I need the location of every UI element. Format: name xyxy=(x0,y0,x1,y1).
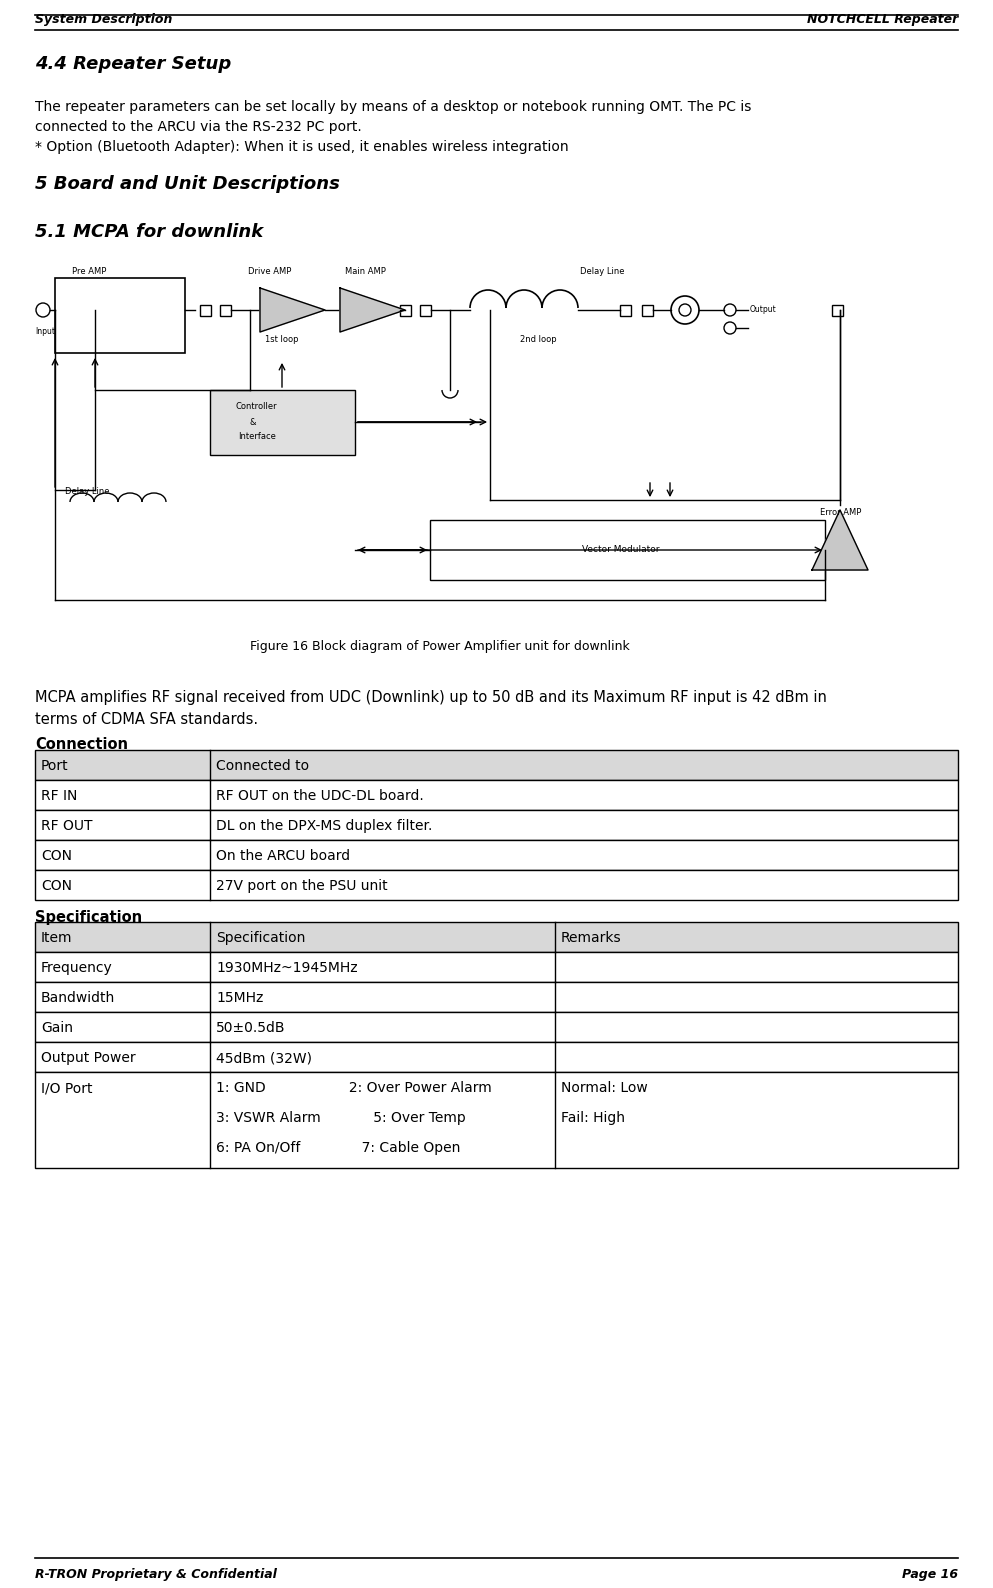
Polygon shape xyxy=(260,287,325,332)
Text: RF OUT on the UDC-DL board.: RF OUT on the UDC-DL board. xyxy=(216,789,424,804)
Bar xyxy=(832,305,843,316)
Text: Vector Modulator: Vector Modulator xyxy=(582,545,659,554)
Text: I/O Port: I/O Port xyxy=(41,1081,92,1096)
Text: &: & xyxy=(250,418,256,427)
Text: Item: Item xyxy=(41,931,72,945)
Text: 1930MHz~1945MHz: 1930MHz~1945MHz xyxy=(216,961,357,975)
Text: On the ARCU board: On the ARCU board xyxy=(216,850,351,862)
Bar xyxy=(35,923,958,951)
Text: Input: Input xyxy=(35,327,55,337)
Text: CON: CON xyxy=(41,880,72,892)
Text: 5.1 MCPA for downlink: 5.1 MCPA for downlink xyxy=(35,222,263,241)
Polygon shape xyxy=(340,287,405,332)
Bar xyxy=(35,810,958,840)
Text: Frequency: Frequency xyxy=(41,961,113,975)
Bar xyxy=(35,981,958,1012)
Text: 27V port on the PSU unit: 27V port on the PSU unit xyxy=(216,880,387,892)
Text: 1: GND                   2: Over Power Alarm: 1: GND 2: Over Power Alarm xyxy=(216,1081,492,1096)
Text: DL on the DPX-MS duplex filter.: DL on the DPX-MS duplex filter. xyxy=(216,819,432,834)
Bar xyxy=(430,519,825,580)
Text: Connection: Connection xyxy=(35,737,128,753)
Text: 50±0.5dB: 50±0.5dB xyxy=(216,1021,286,1035)
Bar xyxy=(210,391,355,456)
Text: Gain: Gain xyxy=(41,1021,73,1035)
Text: MCPA amplifies RF signal received from UDC (Downlink) up to 50 dB and its Maximu: MCPA amplifies RF signal received from U… xyxy=(35,691,827,705)
Text: 6: PA On/Off              7: Cable Open: 6: PA On/Off 7: Cable Open xyxy=(216,1142,461,1154)
Text: Pre AMP: Pre AMP xyxy=(72,267,106,276)
Text: * Option (Bluetooth Adapter): When it is used, it enables wireless integration: * Option (Bluetooth Adapter): When it is… xyxy=(35,140,569,154)
Bar xyxy=(200,305,211,316)
Text: Figure 16 Block diagram of Power Amplifier unit for downlink: Figure 16 Block diagram of Power Amplifi… xyxy=(250,640,630,653)
Text: Bandwidth: Bandwidth xyxy=(41,991,115,1005)
Text: Drive AMP: Drive AMP xyxy=(248,267,291,276)
Text: Interface: Interface xyxy=(238,432,276,441)
Bar xyxy=(55,278,185,353)
Text: connected to the ARCU via the RS-232 PC port.: connected to the ARCU via the RS-232 PC … xyxy=(35,121,361,133)
Text: Remarks: Remarks xyxy=(561,931,622,945)
Bar xyxy=(35,951,958,981)
Bar xyxy=(620,305,631,316)
Bar xyxy=(35,840,958,870)
Bar xyxy=(420,305,431,316)
Bar xyxy=(35,1072,958,1169)
Text: 4.4 Repeater Setup: 4.4 Repeater Setup xyxy=(35,56,231,73)
Text: Delay Line: Delay Line xyxy=(580,267,625,276)
Polygon shape xyxy=(812,510,868,570)
Text: CON: CON xyxy=(41,850,72,862)
Bar xyxy=(35,780,958,810)
Text: 15MHz: 15MHz xyxy=(216,991,263,1005)
Bar xyxy=(642,305,653,316)
Bar xyxy=(400,305,411,316)
Text: Connected to: Connected to xyxy=(216,759,309,773)
Text: NOTCHCELL Repeater: NOTCHCELL Repeater xyxy=(806,13,958,25)
Text: RF IN: RF IN xyxy=(41,789,77,804)
Text: Normal: Low: Normal: Low xyxy=(561,1081,647,1096)
Text: Main AMP: Main AMP xyxy=(345,267,386,276)
Text: R-TRON Proprietary & Confidential: R-TRON Proprietary & Confidential xyxy=(35,1567,277,1582)
Bar xyxy=(35,1042,958,1072)
Text: RF OUT: RF OUT xyxy=(41,819,92,834)
Text: Specification: Specification xyxy=(216,931,306,945)
Text: Fail: High: Fail: High xyxy=(561,1112,625,1124)
Text: Error AMP: Error AMP xyxy=(820,508,861,518)
Text: 1st loop: 1st loop xyxy=(265,335,299,345)
Bar xyxy=(35,870,958,900)
Text: terms of CDMA SFA standards.: terms of CDMA SFA standards. xyxy=(35,711,258,727)
Text: Output: Output xyxy=(750,305,777,314)
Text: 45dBm (32W): 45dBm (32W) xyxy=(216,1051,312,1066)
Text: System Description: System Description xyxy=(35,13,173,25)
Text: Delay Line: Delay Line xyxy=(65,488,109,495)
Text: Output Power: Output Power xyxy=(41,1051,136,1066)
Bar xyxy=(35,750,958,780)
Text: 2nd loop: 2nd loop xyxy=(520,335,557,345)
Text: The repeater parameters can be set locally by means of a desktop or notebook run: The repeater parameters can be set local… xyxy=(35,100,752,114)
Text: Controller: Controller xyxy=(235,402,277,411)
Text: 5 Board and Unit Descriptions: 5 Board and Unit Descriptions xyxy=(35,175,340,194)
Bar xyxy=(220,305,231,316)
Text: Port: Port xyxy=(41,759,69,773)
Text: Page 16: Page 16 xyxy=(902,1567,958,1582)
Text: Specification: Specification xyxy=(35,910,142,924)
Text: 3: VSWR Alarm            5: Over Temp: 3: VSWR Alarm 5: Over Temp xyxy=(216,1112,466,1124)
Bar xyxy=(35,1012,958,1042)
